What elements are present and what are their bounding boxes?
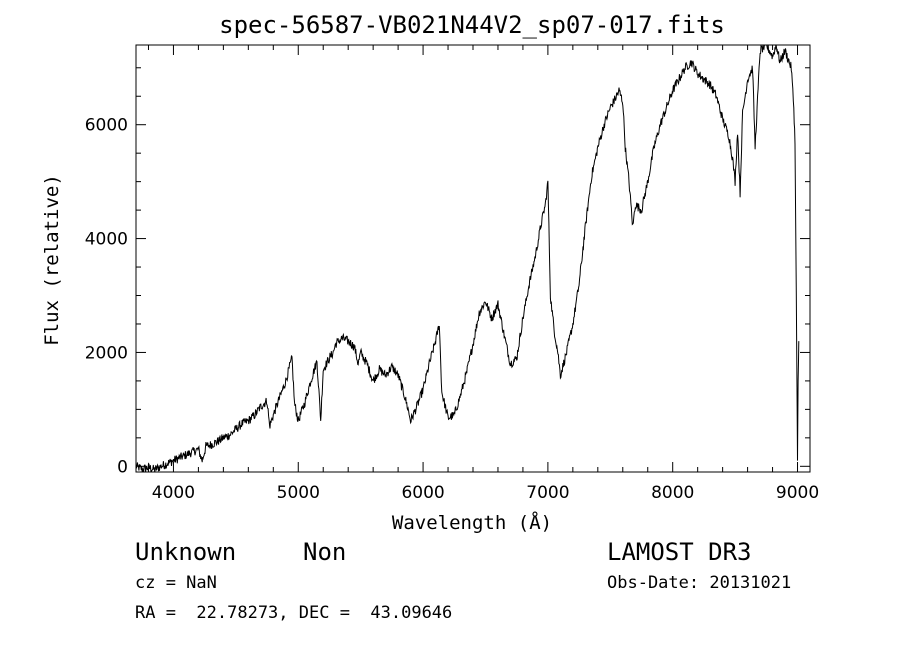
- survey-name: LAMOST DR3: [607, 538, 752, 566]
- y-tick-label: 2000: [85, 343, 128, 363]
- y-tick-label: 0: [117, 457, 128, 477]
- chart-title: spec-56587-VB021N44V2_sp07-017.fits: [219, 11, 725, 39]
- redshift-value: cz = NaN: [135, 573, 217, 593]
- x-tick-label: 7000: [526, 483, 569, 503]
- y-tick-label: 4000: [85, 230, 128, 250]
- x-tick-label: 5000: [277, 483, 320, 503]
- axis-ticks: 4000 5000 6000 7000 8000 9000 0 2000 4000 6000: [85, 45, 819, 503]
- x-tick-label: 4000: [152, 483, 195, 503]
- plot-frame: [135, 44, 811, 473]
- x-tick-label: 8000: [651, 483, 694, 503]
- y-axis-label: Flux (relative): [41, 174, 63, 346]
- x-tick-label: 6000: [401, 483, 444, 503]
- plot-area: [135, 44, 811, 473]
- sky-coordinates: RA = 22.78273, DEC = 43.09646: [135, 603, 453, 623]
- x-axis-label: Wavelength (Å): [392, 511, 552, 534]
- spectral-class: Unknown: [135, 538, 237, 566]
- y-tick-label: 6000: [85, 116, 128, 136]
- spectral-subclass: Non: [303, 538, 347, 566]
- x-tick-label: 9000: [776, 483, 819, 503]
- observation-date: Obs-Date: 20131021: [607, 573, 792, 593]
- spectrum-line: [135, 44, 800, 473]
